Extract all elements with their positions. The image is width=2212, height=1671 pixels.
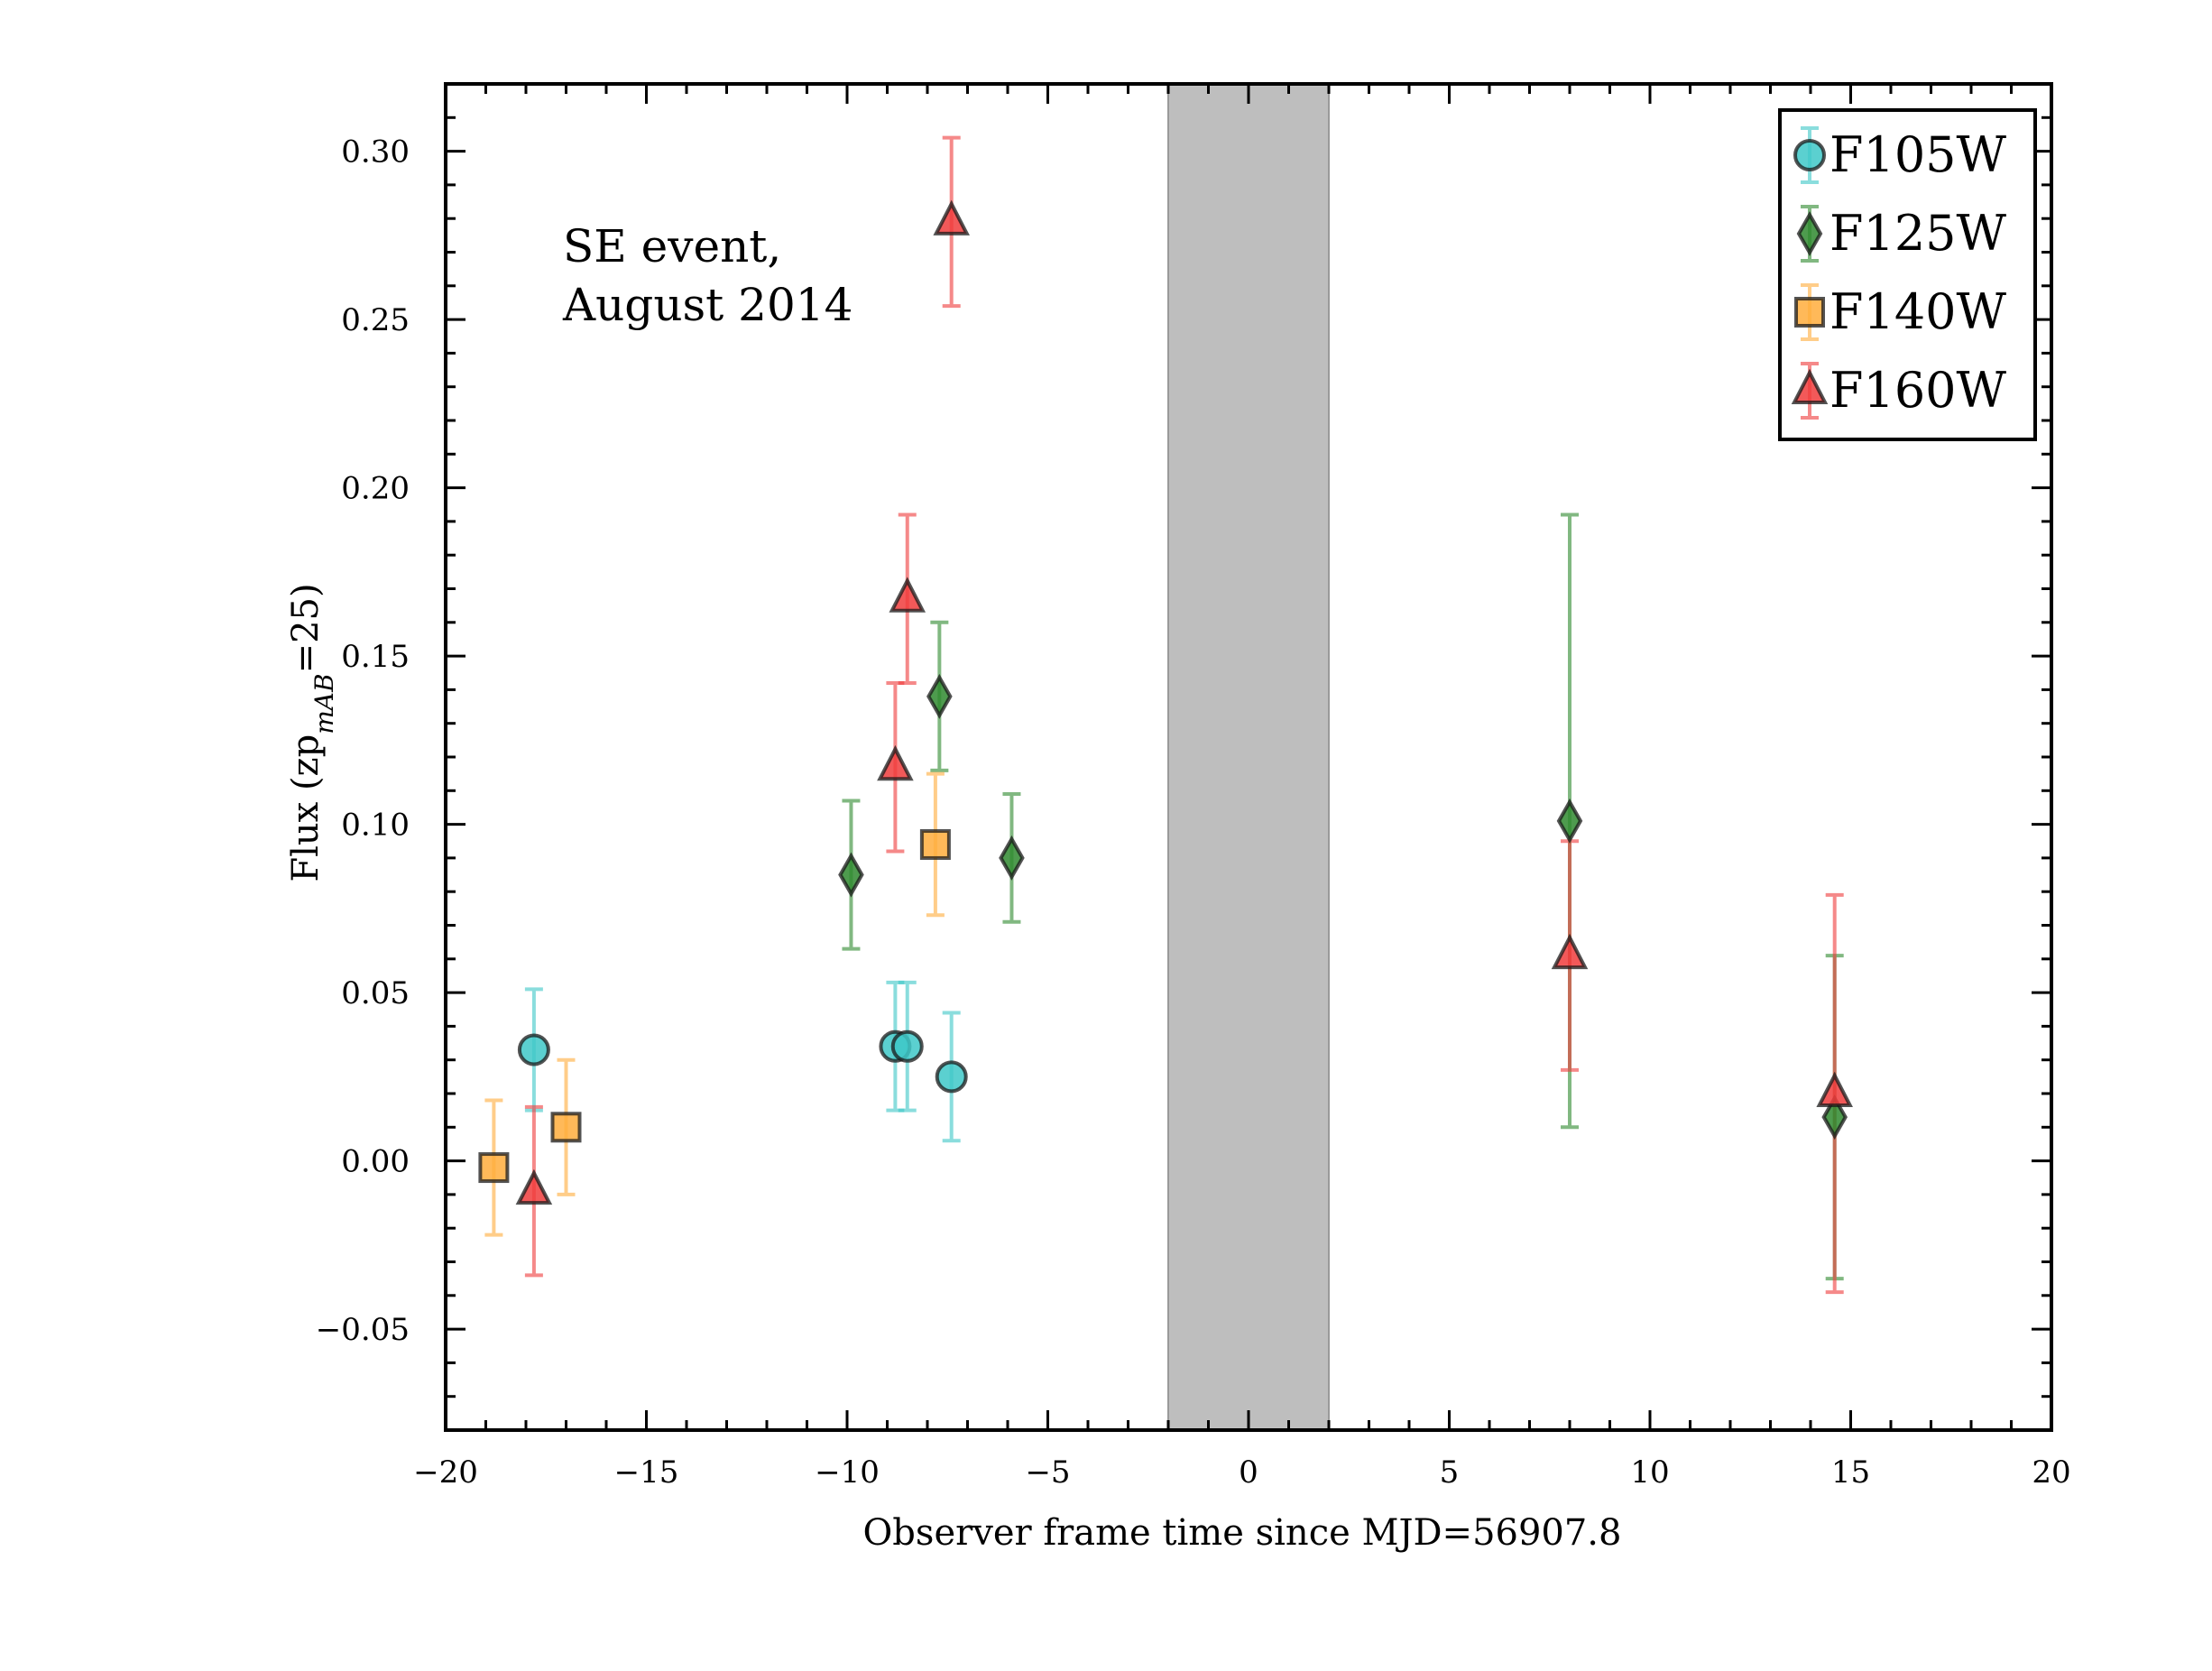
f125w-point bbox=[1556, 798, 1583, 844]
f105w-point bbox=[517, 1033, 550, 1066]
y-tick-label: 0.10 bbox=[341, 808, 410, 844]
f125w-point bbox=[926, 673, 953, 719]
legend-f140w-marker bbox=[1794, 297, 1825, 328]
x-tick-label: −10 bbox=[815, 1454, 880, 1491]
x-tick-label: −5 bbox=[1025, 1454, 1070, 1491]
x-axis-label: Observer frame time since MJD=56907.8 bbox=[863, 1512, 1622, 1554]
x-tick-label: 5 bbox=[1440, 1454, 1460, 1491]
f105w-point bbox=[890, 1029, 924, 1063]
x-axis-title: Observer frame time since MJD=56907.8 bbox=[863, 1512, 1622, 1554]
x-tick-label: 10 bbox=[1630, 1454, 1669, 1491]
f160w-point bbox=[877, 744, 914, 781]
legend-f140w-label: F140W bbox=[1830, 283, 2007, 340]
axes: −20 −15 −10 −5 0 5 10 15 20 −0.05 0.00 0.05 0.10 0.15… bbox=[316, 82, 2071, 1491]
annotation-layer: SE event, August 2014 bbox=[562, 220, 853, 331]
annotation-line-1: SE event, bbox=[563, 220, 781, 272]
f160w-point bbox=[889, 577, 926, 613]
y-axis-title-main: Flux (zp bbox=[285, 734, 327, 882]
f140w-point bbox=[550, 1112, 582, 1143]
legend-f160w-marker bbox=[1791, 368, 1829, 404]
f125w-point bbox=[1821, 1094, 1848, 1140]
y-tick-label: 0.05 bbox=[341, 975, 410, 1011]
f140w-point bbox=[919, 828, 951, 860]
legend-f105w-marker bbox=[1793, 139, 1826, 171]
legend-f125w-marker bbox=[1796, 210, 1823, 257]
y-axis-label: Flux (zpmAB=25) bbox=[285, 583, 339, 882]
x-tick-label: 0 bbox=[1239, 1454, 1258, 1491]
y-tick-label: 0.20 bbox=[341, 471, 410, 507]
x-tick-label: 15 bbox=[1831, 1454, 1870, 1491]
marker-layer bbox=[478, 199, 1853, 1205]
f160w-point bbox=[933, 199, 970, 235]
x-tick-label: −15 bbox=[614, 1454, 679, 1491]
y-tick-label: 0.15 bbox=[341, 639, 410, 675]
f140w-point bbox=[478, 1152, 510, 1184]
f105w-point bbox=[935, 1060, 968, 1094]
legend-f105w-label: F105W bbox=[1830, 126, 2007, 183]
shaded-band bbox=[1167, 83, 1330, 1431]
x-tick-label: 20 bbox=[2032, 1454, 2070, 1491]
legend-f160w-label: F160W bbox=[1830, 362, 2007, 419]
annotation-line-2: August 2014 bbox=[562, 279, 853, 331]
legend: F105W F125W F140W F160W bbox=[1778, 108, 2037, 441]
y-tick-label: 0.30 bbox=[341, 134, 410, 171]
f160w-point bbox=[1816, 1071, 1853, 1107]
x-tick-label: −20 bbox=[413, 1454, 478, 1491]
y-axis-title: Flux (zpmAB=25) bbox=[285, 583, 339, 882]
shaded-band-layer bbox=[1167, 83, 1330, 1431]
f160w-point bbox=[1551, 933, 1589, 970]
f160w-point bbox=[515, 1168, 553, 1205]
f125w-point bbox=[838, 852, 864, 898]
y-tick-label: 0.25 bbox=[341, 302, 410, 338]
y-axis-title-sub: mAB bbox=[309, 673, 339, 734]
y-tick-label: −0.05 bbox=[316, 1312, 410, 1348]
y-tick-label: 0.00 bbox=[341, 1144, 410, 1180]
y-axis-title-tail: =25) bbox=[285, 583, 327, 673]
legend-f125w-label: F125W bbox=[1830, 205, 2007, 262]
f125w-point bbox=[999, 835, 1025, 881]
